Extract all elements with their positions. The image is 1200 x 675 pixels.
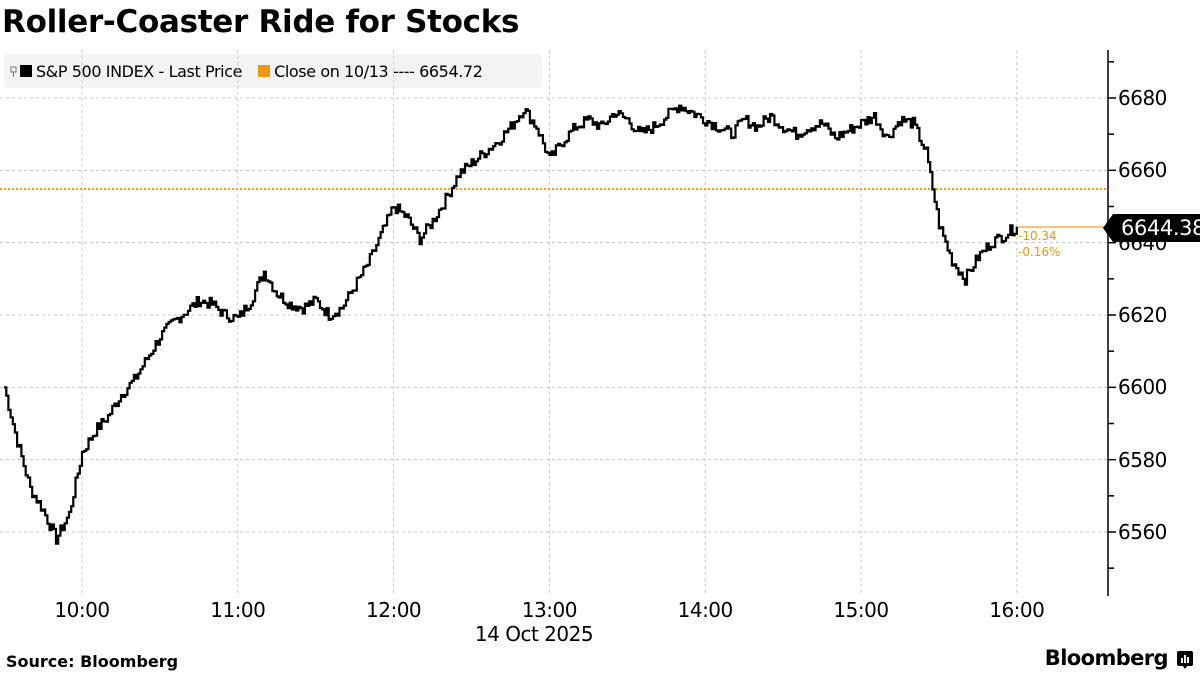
chart-title: Roller-Coaster Ride for Stocks: [2, 4, 520, 40]
legend-series-label: S&P 500 INDEX - Last Price: [36, 61, 243, 81]
x-tick-label: 16:00: [989, 598, 1045, 622]
reference-swatch: [258, 65, 271, 77]
legend: S&P 500 INDEX - Last Price Close on 10/1…: [4, 54, 542, 88]
x-axis-date: 14 Oct 2025: [474, 622, 594, 646]
x-tick-label: 13:00: [521, 598, 578, 622]
legend-item-series: S&P 500 INDEX - Last Price: [4, 62, 242, 81]
x-tick-label: 12:00: [366, 598, 422, 622]
gridlines: [0, 50, 1108, 596]
ohlc-bar-icon: [10, 66, 17, 77]
legend-reference-label: Close on 10/13 ---- 6654.72: [274, 61, 483, 81]
y-tick-label: 6560: [1118, 520, 1167, 544]
net-change-label: -10.34: [1018, 229, 1057, 243]
series-swatch: [20, 65, 32, 77]
source-note: Source: Bloomberg: [6, 652, 179, 671]
x-tick-label: 11:00: [210, 598, 266, 622]
bloomberg-logo-icon: [1177, 651, 1193, 669]
x-tick-label: 10:00: [54, 598, 110, 622]
y-tick-label: 6660: [1118, 158, 1167, 183]
x-tick-label: 14:00: [677, 598, 734, 622]
y-tick-label: 6580: [1118, 447, 1167, 472]
price-line: [4, 104, 1018, 545]
y-tick-label: 6600: [1118, 375, 1167, 400]
legend-item-reference: Close on 10/13 ---- 6654.72: [256, 61, 483, 81]
y-tick-label: 6680: [1118, 86, 1167, 110]
last-price-tag: 6644.38: [1102, 214, 1200, 242]
x-tick-label: 15:00: [833, 598, 889, 622]
bloomberg-logo-text: Bloomberg: [1044, 646, 1169, 670]
y-tick-label: 6620: [1118, 303, 1167, 327]
pct-change-label: -0.16%: [1018, 245, 1061, 259]
y-axis-ticks: [1108, 61, 1116, 569]
